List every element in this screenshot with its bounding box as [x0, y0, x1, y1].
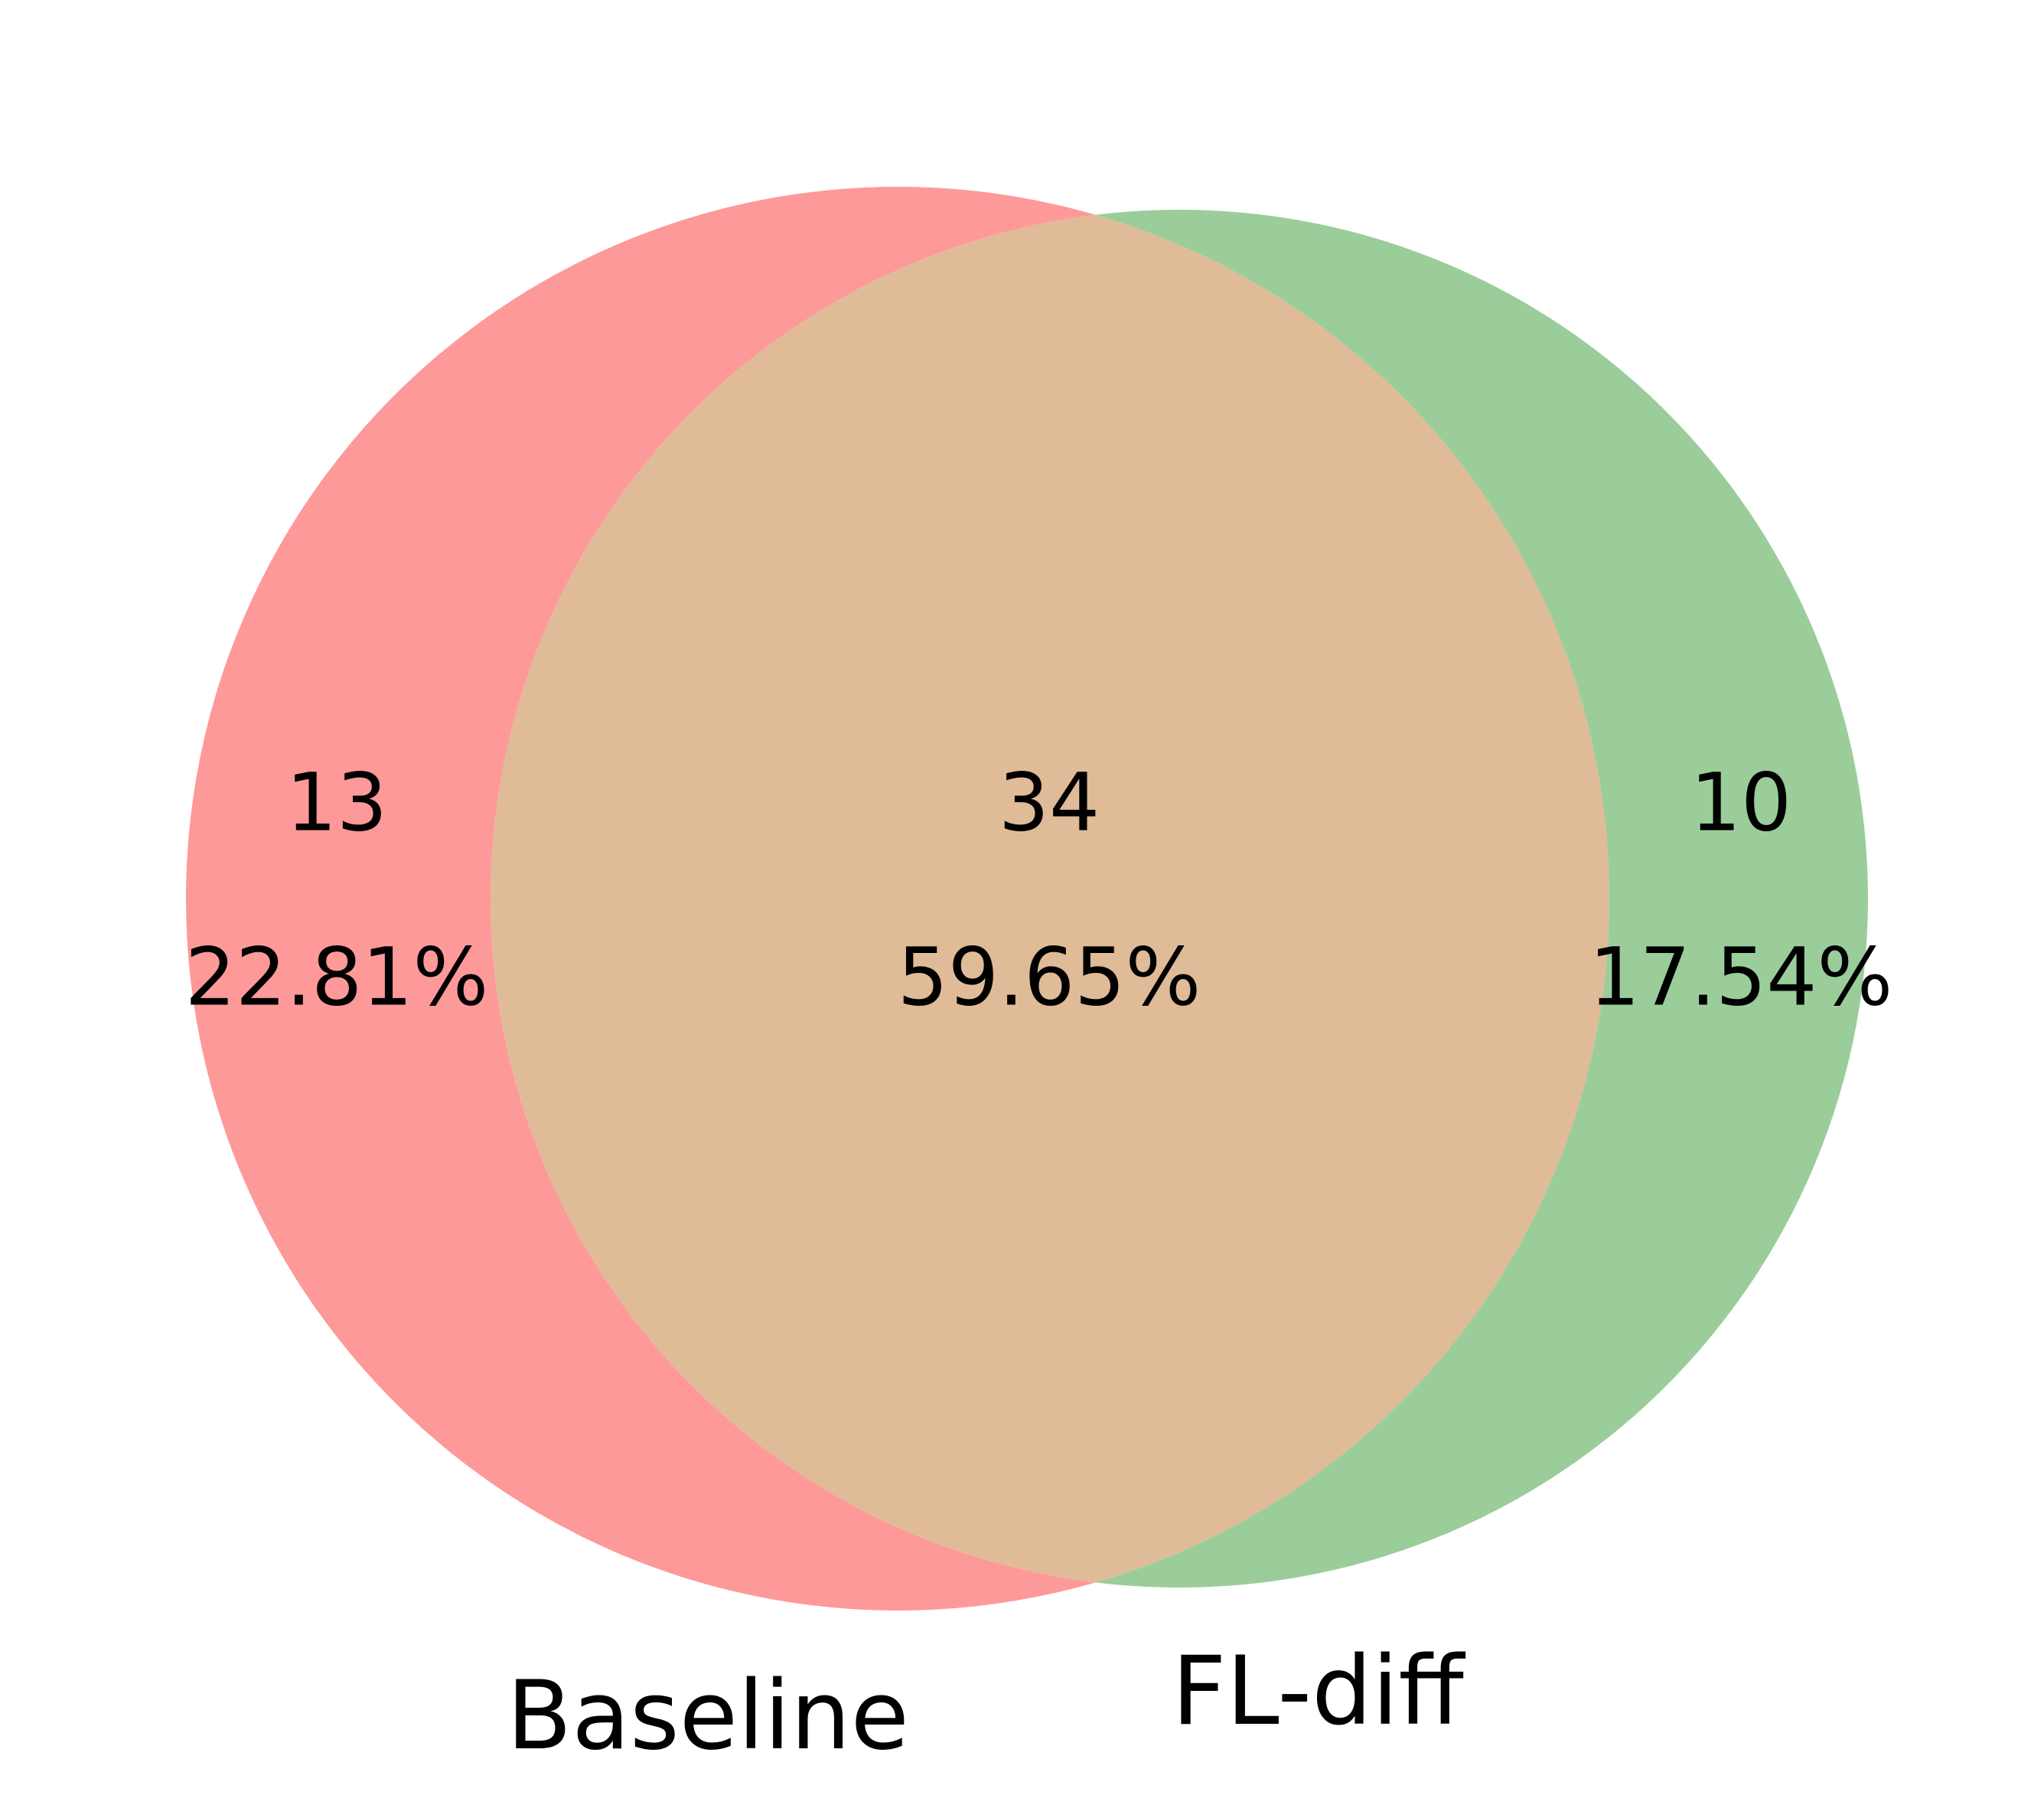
region-share: 17.54% [1589, 930, 1893, 1023]
region-count: 13 [286, 756, 387, 849]
venn-region [1095, 210, 1868, 1588]
venn-region [186, 187, 1096, 1611]
region-count: 34 [999, 756, 1100, 849]
set-label: FL-diff [1172, 1637, 1465, 1747]
region-count: 10 [1690, 756, 1791, 849]
set-label: Baseline [507, 1661, 909, 1771]
region-share: 22.81% [185, 930, 489, 1023]
region-share: 59.65% [898, 930, 1201, 1023]
venn-region [490, 214, 1610, 1583]
regions [186, 187, 1868, 1611]
